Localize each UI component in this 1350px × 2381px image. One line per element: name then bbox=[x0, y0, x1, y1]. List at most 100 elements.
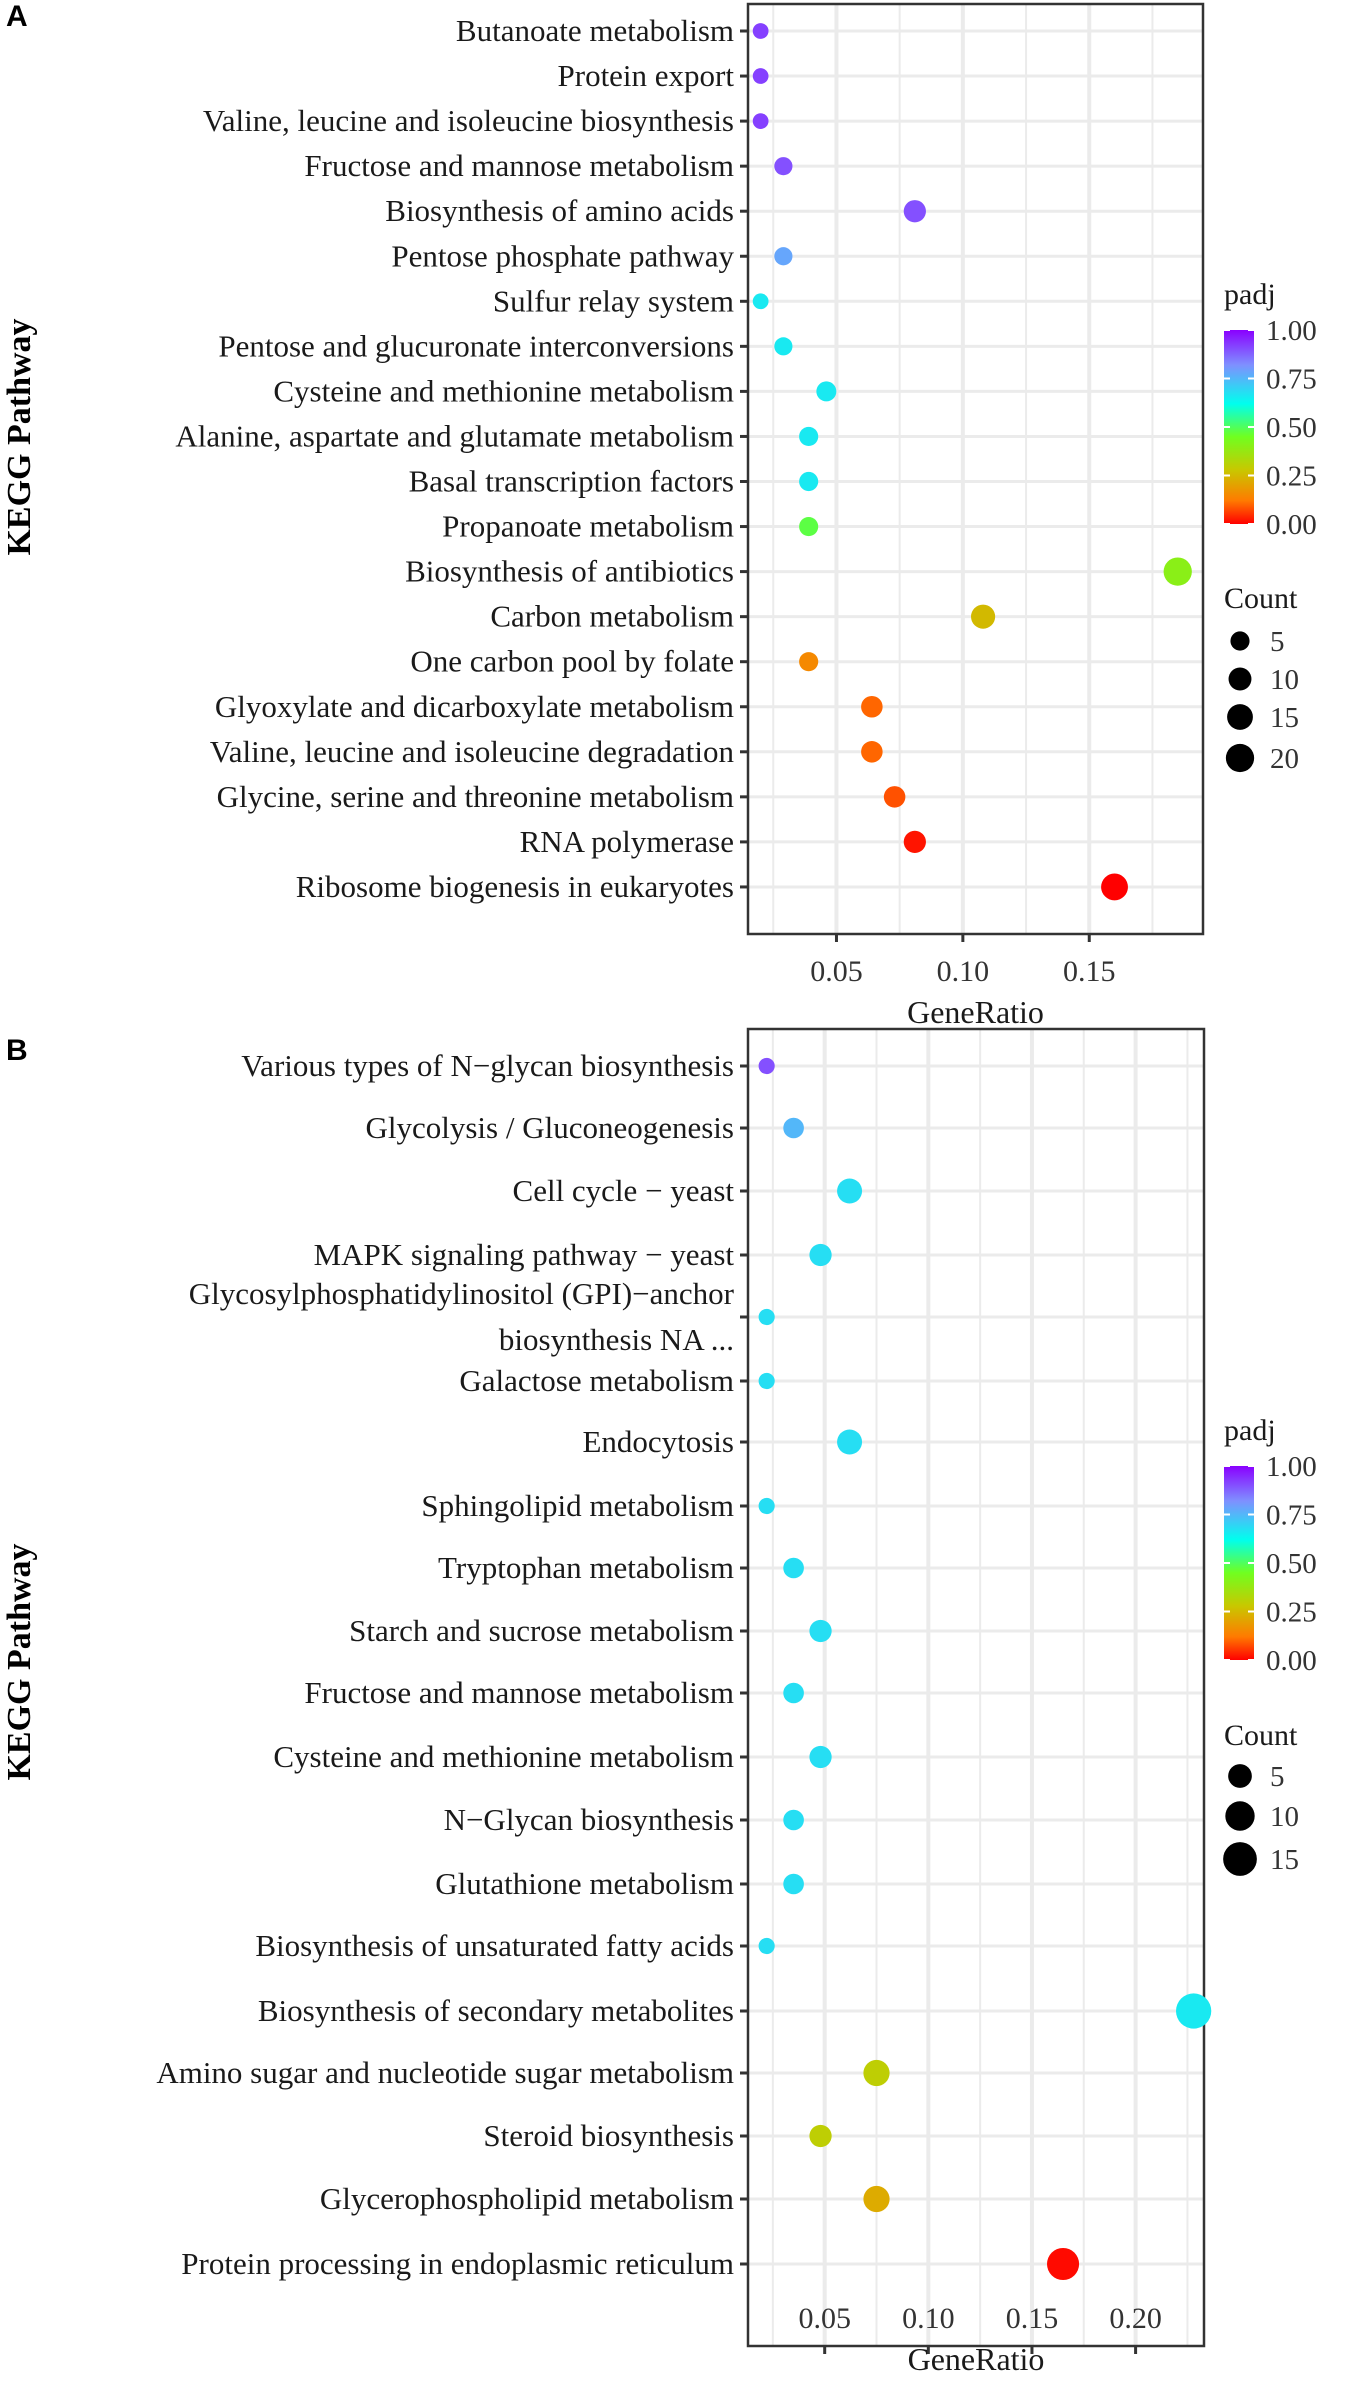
pathway-label: Glycolysis / Gluconeogenesis bbox=[365, 1110, 734, 1145]
pathway-label: Basal transcription factors bbox=[409, 464, 734, 499]
y-axis-title: KEGG Pathway bbox=[1, 318, 38, 555]
data-point bbox=[816, 381, 837, 402]
size-legend-circle bbox=[1228, 1764, 1252, 1788]
size-legend-circle bbox=[1225, 1801, 1255, 1831]
size-legend-circle bbox=[1223, 1842, 1257, 1876]
pathway-label: Valine, leucine and isoleucine degradati… bbox=[210, 734, 735, 769]
pathway-label: Biosynthesis of unsaturated fatty acids bbox=[255, 1928, 734, 1963]
color-legend-label: 0.25 bbox=[1266, 1597, 1317, 1629]
data-point bbox=[774, 157, 793, 176]
pathway-label: Endocytosis bbox=[582, 1424, 734, 1459]
pathway-label: Pentose and glucuronate interconversions bbox=[218, 328, 734, 363]
pathway-label: Glycosylphosphatidylinositol (GPI)−ancho… bbox=[189, 1276, 735, 1357]
pathway-label: One carbon pool by folate bbox=[410, 644, 734, 679]
data-point bbox=[783, 1117, 804, 1139]
plot-background bbox=[748, 4, 1203, 934]
pathway-label: Cell cycle − yeast bbox=[513, 1173, 735, 1208]
size-legend-circle bbox=[1230, 631, 1250, 651]
data-point bbox=[758, 1057, 775, 1075]
pathway-label: Pentose phosphate pathway bbox=[391, 238, 734, 273]
size-legend-label: 5 bbox=[1270, 626, 1285, 658]
data-point bbox=[783, 1557, 804, 1579]
color-legend-label: 0.00 bbox=[1266, 1645, 1317, 1677]
pathway-label: Butanoate metabolism bbox=[456, 13, 734, 48]
data-point bbox=[783, 1809, 804, 1831]
plot-border bbox=[746, 2, 1205, 936]
data-point bbox=[861, 695, 883, 718]
data-point bbox=[809, 1243, 832, 1267]
size-legend-circle bbox=[1225, 743, 1255, 773]
pathway-label: Cysteine and methionine metabolism bbox=[273, 373, 734, 408]
data-point bbox=[837, 1178, 863, 1204]
data-point bbox=[752, 113, 769, 129]
color-legend-title: padj bbox=[1224, 1414, 1276, 1447]
x-tick-label: 0.20 bbox=[1109, 2302, 1162, 2335]
pathway-label: Protein export bbox=[558, 58, 735, 93]
data-point bbox=[809, 1619, 832, 1643]
size-legend-label: 5 bbox=[1270, 1761, 1285, 1793]
data-point bbox=[758, 1372, 775, 1390]
size-legend-circle bbox=[1227, 704, 1253, 730]
pathway-label: N−Glycan biosynthesis bbox=[444, 1802, 734, 1837]
data-point bbox=[837, 1429, 863, 1455]
data-point bbox=[783, 1873, 804, 1895]
data-point bbox=[799, 652, 819, 672]
panel-b: B Various types of N−glycan biosynthesis G… bbox=[1, 1027, 1317, 2377]
pathway-label: Glycine, serine and threonine metabolism bbox=[217, 779, 734, 814]
pathway-label: Biosynthesis of secondary metabolites bbox=[258, 1993, 734, 2028]
data-point bbox=[758, 1937, 775, 1955]
panel-a: A Butanoate metabolism Protein export Valin… bbox=[1, 0, 1317, 1030]
pathway-label: Sphingolipid metabolism bbox=[421, 1488, 734, 1523]
pathway-label: Sulfur relay system bbox=[493, 283, 734, 318]
panel-letter: B bbox=[6, 1034, 28, 1067]
size-legend-label: 20 bbox=[1270, 743, 1299, 775]
pathway-label: Various types of N−glycan biosynthesis bbox=[241, 1048, 734, 1083]
data-point bbox=[774, 337, 793, 356]
data-point bbox=[903, 200, 926, 223]
data-point bbox=[799, 471, 819, 492]
pathway-label: Alanine, aspartate and glutamate metabol… bbox=[175, 418, 734, 453]
data-point bbox=[758, 1497, 775, 1515]
x-tick-label: 0.15 bbox=[1006, 2302, 1059, 2335]
pathway-label: Galactose metabolism bbox=[459, 1363, 734, 1398]
pathway-label: Glycerophospholipid metabolism bbox=[320, 2181, 734, 2216]
data-point bbox=[774, 247, 793, 266]
size-legend-label: 10 bbox=[1270, 1801, 1299, 1833]
x-axis-title: GeneRatio bbox=[907, 994, 1044, 1030]
data-point bbox=[809, 1745, 832, 1769]
size-legend-title: Count bbox=[1224, 582, 1298, 615]
pathway-label: Carbon metabolism bbox=[490, 599, 734, 634]
size-legend-title: Count bbox=[1224, 1719, 1298, 1752]
x-tick-label: 0.10 bbox=[937, 955, 990, 988]
data-point bbox=[752, 68, 769, 84]
data-point bbox=[863, 2059, 890, 2087]
pathway-label: Ribosome biogenesis in eukaryotes bbox=[296, 869, 734, 904]
pathway-label: Glutathione metabolism bbox=[435, 1866, 734, 1901]
data-point bbox=[783, 1682, 804, 1704]
data-point bbox=[903, 830, 926, 854]
pathway-label: RNA polymerase bbox=[520, 824, 734, 859]
color-legend-label: 0.50 bbox=[1266, 412, 1317, 444]
plot-border bbox=[746, 1027, 1206, 2348]
data-point bbox=[752, 293, 769, 310]
data-point bbox=[1101, 873, 1128, 901]
pathway-label: Steroid biosynthesis bbox=[483, 2118, 734, 2153]
pathway-label: Fructose and mannose metabolism bbox=[304, 148, 734, 183]
color-legend-label: 1.00 bbox=[1266, 315, 1317, 347]
data-point bbox=[752, 23, 769, 39]
color-legend-label: 0.50 bbox=[1266, 1548, 1317, 1580]
x-tick-label: 0.05 bbox=[810, 955, 863, 988]
data-point bbox=[863, 2185, 890, 2213]
x-tick-label: 0.15 bbox=[1063, 955, 1116, 988]
panel-letter: A bbox=[6, 0, 28, 33]
data-point bbox=[883, 786, 906, 808]
pathway-label: Amino sugar and nucleotide sugar metabol… bbox=[156, 2055, 734, 2090]
color-legend-label: 0.25 bbox=[1266, 461, 1317, 493]
data-point bbox=[799, 516, 819, 537]
size-legend-circle bbox=[1228, 667, 1252, 691]
pathway-label-line: Glycosylphosphatidylinositol (GPI)−ancho… bbox=[189, 1276, 735, 1311]
size-legend-label: 10 bbox=[1270, 664, 1299, 696]
pathway-label-line: biosynthesis NA ... bbox=[499, 1322, 734, 1357]
pathway-label: Starch and sucrose metabolism bbox=[349, 1613, 734, 1648]
